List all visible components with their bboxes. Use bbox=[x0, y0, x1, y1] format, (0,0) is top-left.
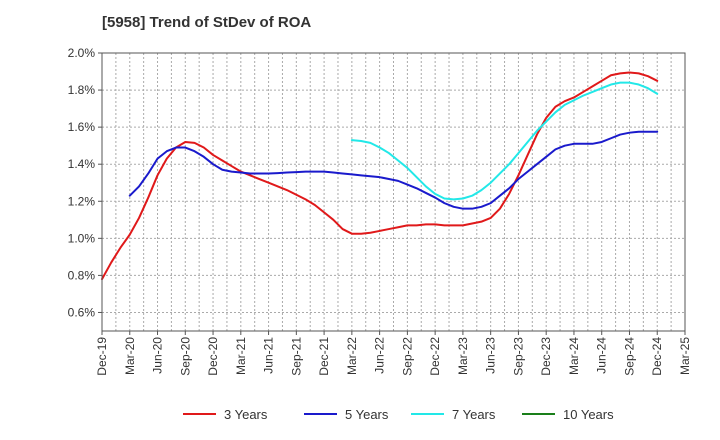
y-tick-label: 1.4% bbox=[68, 157, 96, 171]
x-tick-label: Jun-20 bbox=[151, 337, 165, 374]
x-tick-label: Dec-23 bbox=[539, 337, 553, 376]
x-tick-label: Mar-20 bbox=[123, 337, 137, 375]
y-tick-label: 1.8% bbox=[68, 83, 96, 97]
chart-title: [5958] Trend of StDev of ROA bbox=[102, 14, 312, 31]
y-axis: 0.6% 0.8% 1.0% 1.2% 1.4% 1.6% 1.8% 2.0% bbox=[68, 46, 102, 319]
plot-frame bbox=[101, 52, 686, 332]
x-tick-label: Dec-21 bbox=[317, 337, 331, 376]
x-tick-label: Jun-21 bbox=[262, 337, 276, 374]
legend-label-7-years: 7 Years bbox=[452, 407, 496, 422]
y-tick-label: 0.6% bbox=[68, 305, 96, 319]
series-line-7-years bbox=[350, 81, 659, 201]
x-tick-label: Mar-21 bbox=[234, 337, 248, 375]
legend-label-3-years: 3 Years bbox=[224, 407, 268, 422]
x-tick-label: Dec-22 bbox=[428, 337, 442, 376]
x-tick-label: Mar-24 bbox=[567, 337, 581, 375]
x-tick-label: Jun-23 bbox=[484, 337, 498, 374]
y-tick-label: 1.6% bbox=[68, 120, 96, 134]
x-tick-label: Dec-24 bbox=[650, 337, 664, 376]
y-tick-label: 1.0% bbox=[68, 231, 96, 245]
x-tick-label: Sep-24 bbox=[622, 337, 636, 376]
x-tick-label: Mar-23 bbox=[456, 337, 470, 375]
x-tick-label: Dec-19 bbox=[95, 337, 109, 376]
y-tick-label: 0.8% bbox=[68, 268, 96, 282]
x-tick-label: Mar-22 bbox=[345, 337, 359, 375]
x-tick-label: Sep-22 bbox=[400, 337, 414, 376]
x-tick-label: Mar-25 bbox=[678, 337, 692, 375]
x-axis: Dec-19 Mar-20 Jun-20 Sep-20 Dec-20 Mar-21 Jun-… bbox=[95, 331, 692, 376]
series-lines bbox=[101, 71, 659, 281]
series-line-5-years bbox=[128, 130, 659, 210]
x-tick-label: Dec-20 bbox=[206, 337, 220, 376]
x-tick-label: Jun-24 bbox=[595, 337, 609, 374]
y-tick-label: 1.2% bbox=[68, 194, 96, 208]
legend-label-5-years: 5 Years bbox=[345, 407, 389, 422]
x-tick-label: Sep-20 bbox=[178, 337, 192, 376]
y-tick-label: 2.0% bbox=[68, 46, 96, 60]
series-line-3-years bbox=[101, 71, 659, 281]
plot-border bbox=[101, 52, 686, 332]
x-tick-label: Sep-21 bbox=[289, 337, 303, 376]
x-tick-label: Sep-23 bbox=[511, 337, 525, 376]
legend-label-10-years: 10 Years bbox=[563, 407, 614, 422]
x-tick-label: Jun-22 bbox=[373, 337, 387, 374]
grid bbox=[101, 52, 686, 331]
legend[interactable]: 3 Years 5 Years 7 Years 10 Years bbox=[183, 407, 614, 422]
